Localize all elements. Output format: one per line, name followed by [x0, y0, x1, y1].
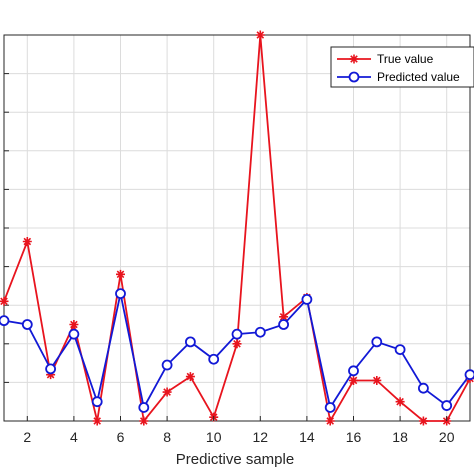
- true-value-point: [162, 387, 172, 397]
- true-value-point: [139, 416, 149, 426]
- true-value-point: [255, 30, 265, 40]
- true-value-point: [279, 312, 289, 322]
- true-value-point: [185, 372, 195, 382]
- x-tick-label: 14: [299, 429, 315, 445]
- legend-label: Predicted value: [377, 70, 460, 84]
- x-tick-label: 16: [346, 429, 362, 445]
- predicted-value-point: [231, 328, 243, 340]
- predicted-value-point: [254, 326, 266, 338]
- predicted-value-point: [68, 328, 80, 340]
- true-value-point: [418, 416, 428, 426]
- true-value-point: [46, 370, 56, 380]
- true-value-point: [395, 397, 405, 407]
- true-value-point: [0, 296, 9, 306]
- legend-marker: [348, 71, 360, 83]
- predicted-value-point: [324, 402, 336, 413]
- series-predicted-value: [0, 288, 474, 413]
- true-value-point: [325, 416, 335, 426]
- predicted-value-point: [301, 294, 313, 305]
- x-tick-label: 4: [70, 429, 78, 445]
- x-tick-label: 12: [253, 429, 269, 445]
- true-value-point: [232, 339, 242, 349]
- predicted-value-point: [161, 359, 173, 371]
- x-axis-label: Predictive sample: [176, 451, 294, 468]
- true-value-point: [372, 375, 382, 385]
- predicted-value-point: [91, 396, 103, 408]
- predicted-value-point: [138, 402, 150, 413]
- predicted-value-point: [115, 288, 126, 300]
- true-value-point: [69, 320, 79, 329]
- true-value-point: [22, 237, 32, 247]
- x-tick-label: 18: [392, 429, 408, 445]
- true-value-point: [92, 416, 102, 426]
- legend-label: True value: [377, 52, 434, 66]
- x-tick-label: 8: [163, 429, 171, 445]
- predicted-value-point: [348, 365, 359, 377]
- predicted-value-point: [464, 369, 474, 381]
- x-tick-label: 10: [206, 429, 222, 445]
- predicted-value-point: [45, 363, 56, 375]
- x-axis-ticks: 2 4 6 8 10 12 14 16 18 20: [23, 416, 455, 445]
- predicted-value-point: [441, 400, 453, 411]
- x-tick-label: 20: [439, 429, 455, 445]
- grid-lines: [4, 35, 470, 421]
- true-value-point: [349, 375, 358, 385]
- series-layer: [0, 30, 474, 426]
- predicted-value-point: [21, 319, 33, 330]
- predicted-value-point: [278, 319, 290, 330]
- plot-area-frame: [3, 34, 471, 422]
- legend: True value Predicted value: [330, 46, 474, 88]
- predicted-value-point: [417, 382, 429, 394]
- predicted-value-point: [0, 315, 10, 327]
- x-tick-label: 6: [117, 429, 125, 445]
- legend-marker: [349, 54, 359, 64]
- predicted-value-point: [394, 344, 406, 355]
- predicted-value-point: [184, 336, 196, 348]
- true-value-point: [116, 269, 125, 279]
- predicted-value-point: [208, 353, 220, 365]
- x-tick-label: 2: [23, 429, 31, 445]
- predicted-value-point: [371, 336, 383, 348]
